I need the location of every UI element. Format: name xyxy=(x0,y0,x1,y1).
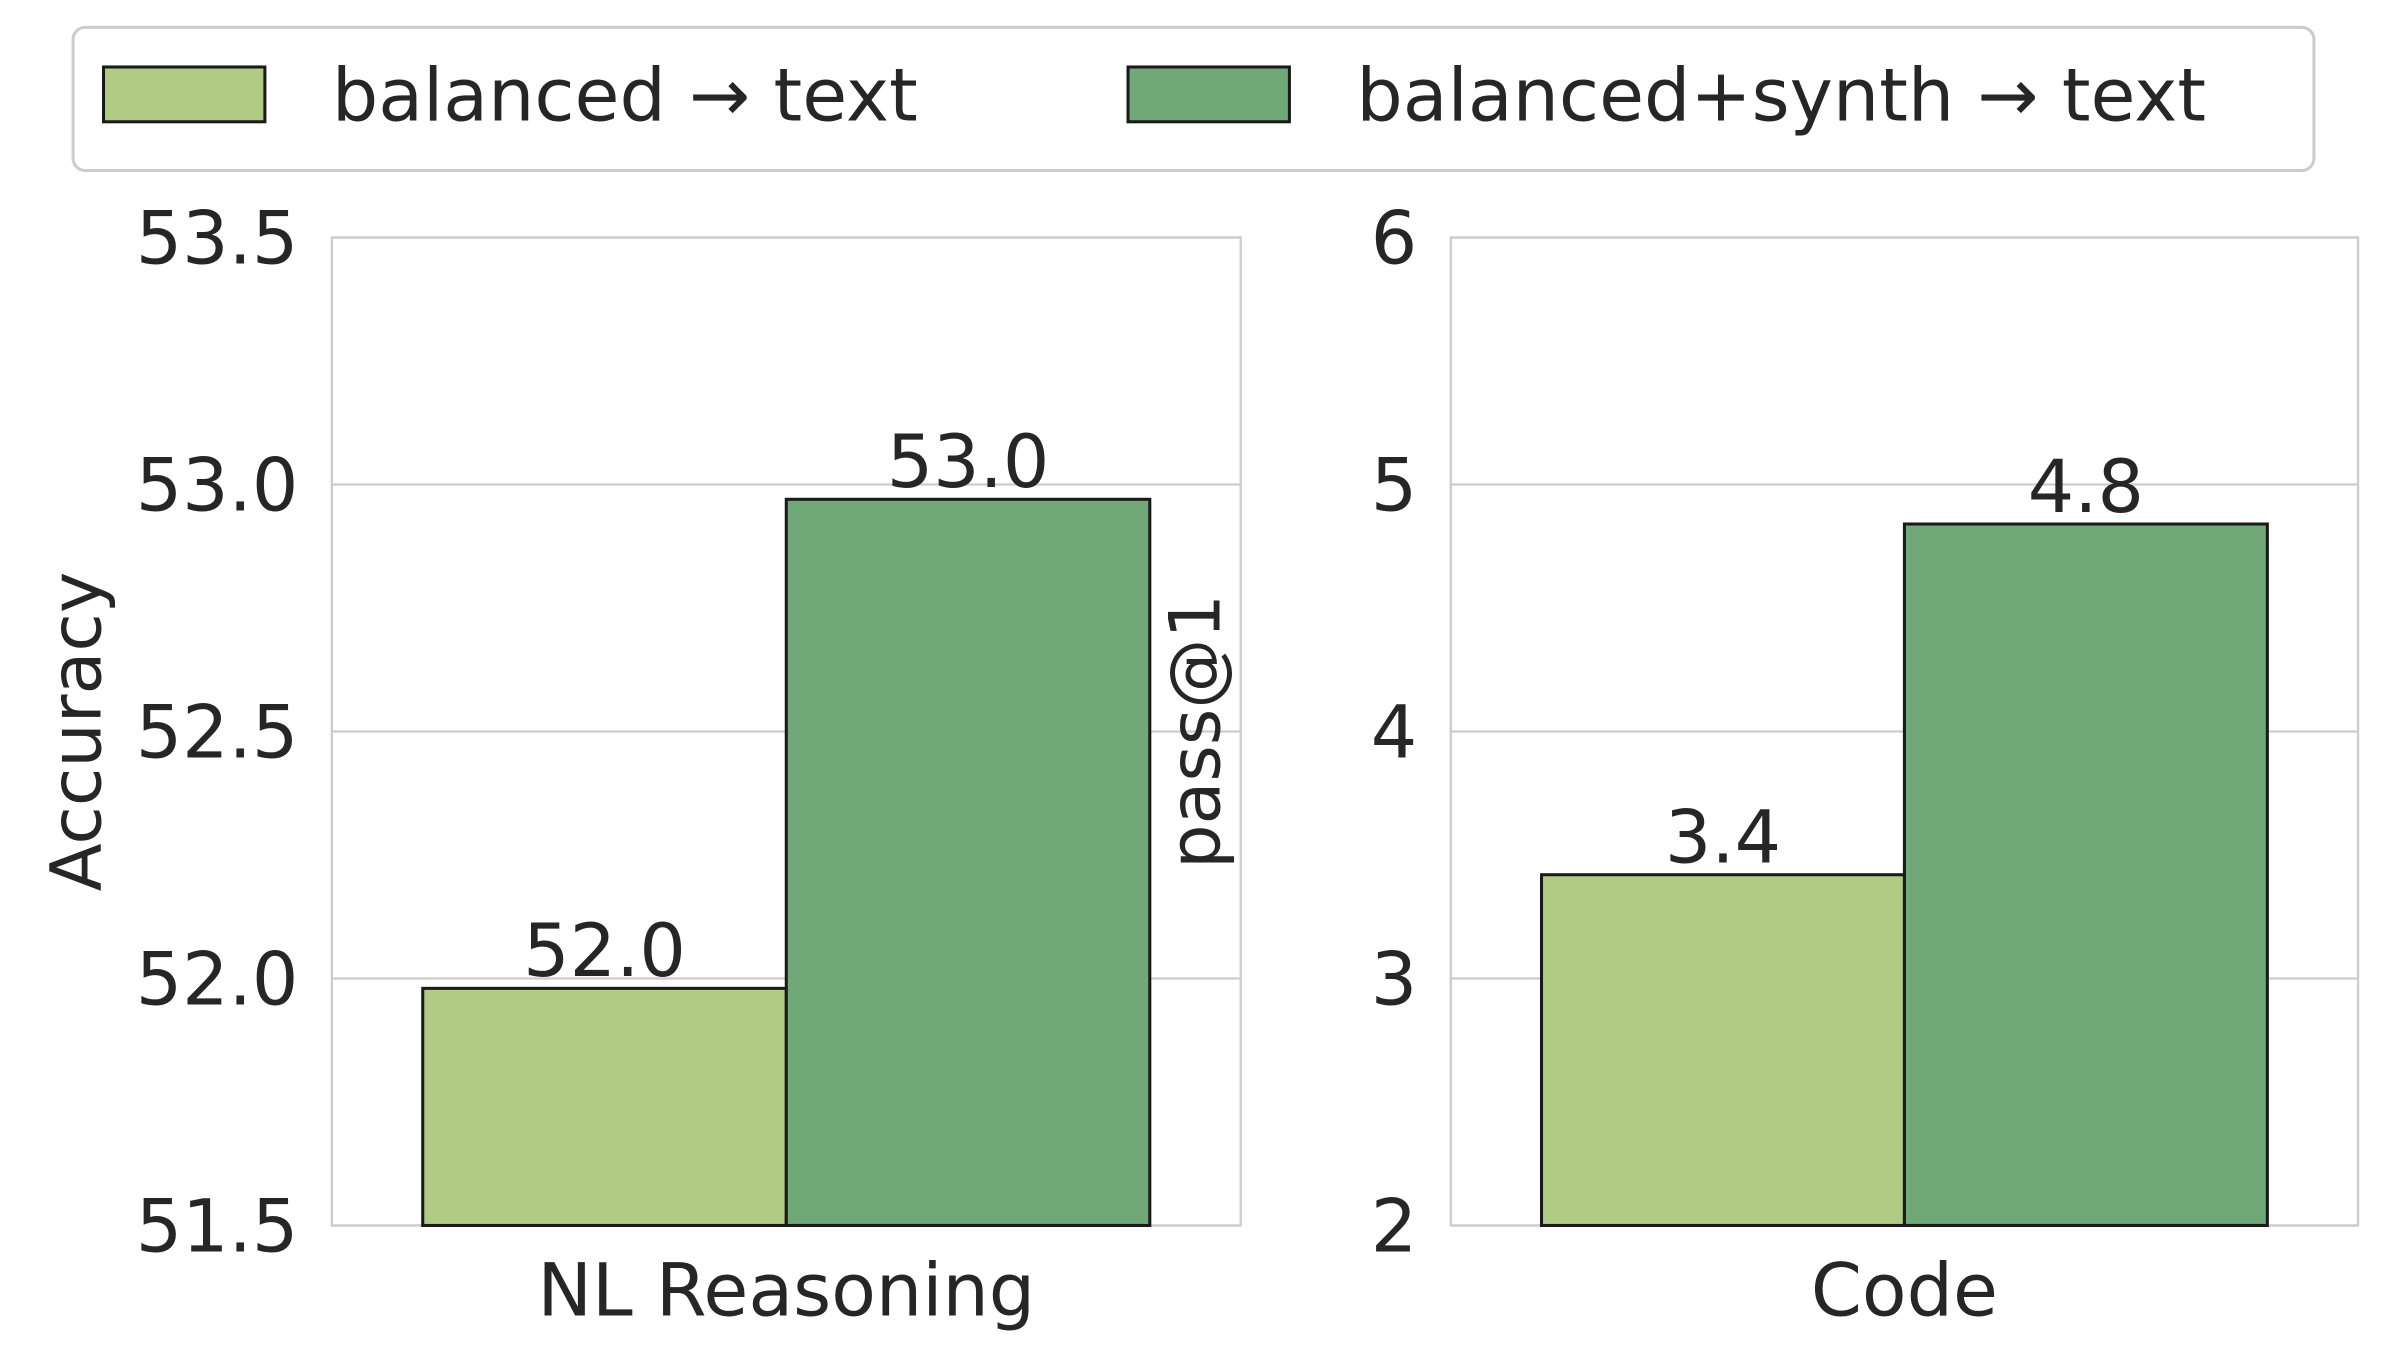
bar xyxy=(1539,873,1906,1227)
legend-label: balanced → text xyxy=(332,53,918,138)
y-tick-label: 52.0 xyxy=(136,937,299,1022)
y-tick-label: 3 xyxy=(1371,937,1418,1022)
legend-swatch xyxy=(1126,65,1291,124)
y-axis-label: pass@1 xyxy=(1154,594,1236,869)
y-axis-label: Accuracy xyxy=(35,572,117,892)
x-tick-label: NL Reasoning xyxy=(537,1248,1035,1333)
y-tick-label: 53.5 xyxy=(136,196,299,281)
bar xyxy=(1902,522,2269,1227)
y-tick-label: 51.5 xyxy=(136,1184,299,1269)
value-label: 53.0 xyxy=(887,420,1050,505)
y-tick-label: 6 xyxy=(1371,196,1418,281)
y-tick-label: 2 xyxy=(1371,1184,1418,1269)
bar xyxy=(784,497,1152,1227)
value-label: 4.8 xyxy=(2028,445,2144,530)
y-tick-label: 52.5 xyxy=(136,690,299,775)
value-label: 52.0 xyxy=(523,909,686,994)
x-tick-label: Code xyxy=(1811,1248,1998,1333)
legend-swatch xyxy=(101,65,267,124)
y-tick-label: 5 xyxy=(1371,443,1418,528)
y-tick-label: 53.0 xyxy=(136,443,299,528)
bar xyxy=(421,986,788,1227)
y-tick-label: 4 xyxy=(1371,690,1418,775)
legend-label: balanced+synth → text xyxy=(1356,53,2206,138)
value-label: 3.4 xyxy=(1665,796,1781,881)
